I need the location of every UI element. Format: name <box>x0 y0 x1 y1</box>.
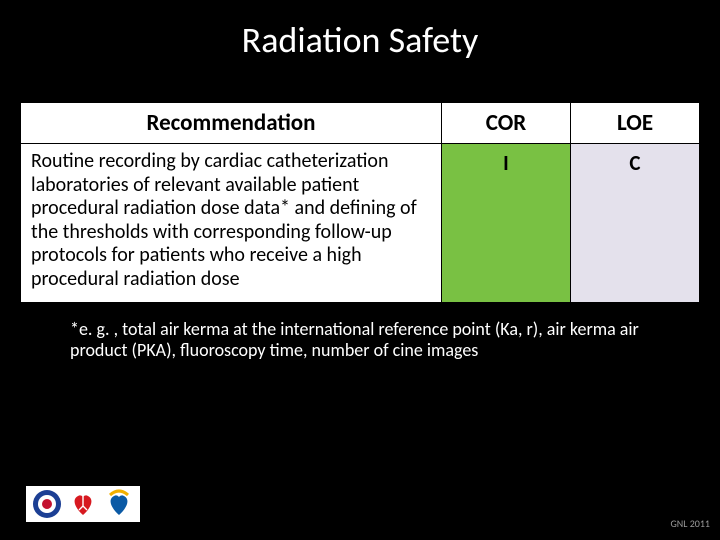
corner-citation: GNL 2011 <box>670 517 710 530</box>
acc-logo-icon <box>32 489 62 519</box>
scai-logo-icon <box>104 489 134 519</box>
recommendation-table-wrap: Recommendation COR LOE Routine recording… <box>20 102 700 303</box>
cell-cor: I <box>441 144 570 303</box>
slide: Radiation Safety Recommendation COR LOE … <box>0 0 720 540</box>
logo-strip <box>26 486 140 522</box>
cell-recommendation: Routine recording by cardiac catheteriza… <box>21 144 442 303</box>
table-row: Routine recording by cardiac catheteriza… <box>21 144 700 303</box>
footnote: *e. g. , total air kerma at the internat… <box>70 319 650 362</box>
aha-logo-icon <box>68 489 98 519</box>
cell-loe: C <box>570 144 699 303</box>
header-loe: LOE <box>570 103 699 144</box>
recommendation-table: Recommendation COR LOE Routine recording… <box>20 102 700 303</box>
table-header-row: Recommendation COR LOE <box>21 103 700 144</box>
header-cor: COR <box>441 103 570 144</box>
slide-title: Radiation Safety <box>0 0 720 80</box>
header-recommendation: Recommendation <box>21 103 442 144</box>
